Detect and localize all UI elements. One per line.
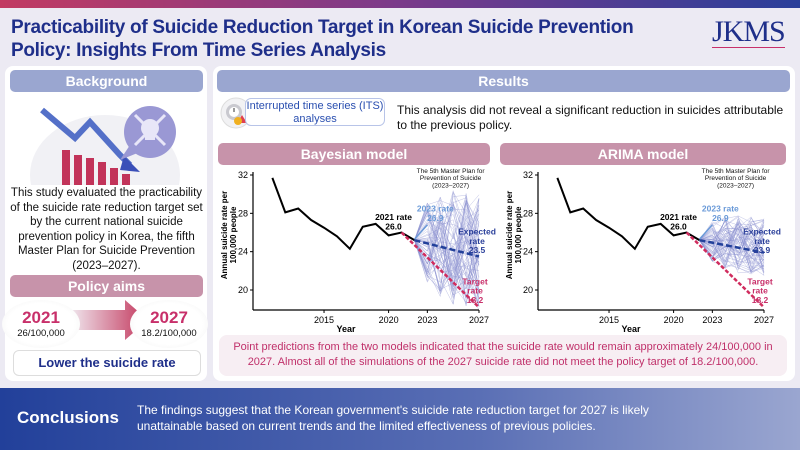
expected-line <box>414 238 480 258</box>
y-tick-label: 28 <box>523 208 533 218</box>
rate-2023-pointer <box>698 224 713 240</box>
simulation-line <box>699 218 765 251</box>
top-gradient-bar <box>0 0 800 8</box>
simulation-line <box>414 222 480 266</box>
annotation-expected-rate: Expected rate 23.5 <box>458 226 496 255</box>
simulation-line <box>699 219 765 257</box>
simulation-line <box>699 225 765 245</box>
annotation-2021-rate: 2021 rate 26.0 <box>660 212 697 231</box>
simulation-line <box>699 215 765 267</box>
its-result-text: This analysis did not reveal a significa… <box>397 103 784 132</box>
simulation-line <box>414 240 480 307</box>
y-axis-label: Annual suicide rate per100,000 people <box>220 191 238 279</box>
simulation-line <box>414 198 480 277</box>
y-tick-label: 24 <box>523 247 533 257</box>
arrow-icon <box>70 300 148 340</box>
y-tick-label: 20 <box>523 285 533 295</box>
declining-chart-skull-icon <box>30 106 180 185</box>
rate-2023-pointer <box>413 224 428 240</box>
simulation-line <box>414 240 480 306</box>
chart-title-bayesian: Bayesian model <box>218 143 490 165</box>
annotation-target-rate: Target rate 18.2 <box>747 276 773 305</box>
x-tick-label: 2015 <box>314 315 334 325</box>
plan-label: The 5th Master Plan for Prevention of Sui… <box>417 168 486 189</box>
simulation-line <box>699 235 765 262</box>
start-year: 2021 <box>22 308 60 327</box>
prediction-summary: Point predictions from the two models in… <box>219 335 787 376</box>
simulation-line <box>699 222 765 261</box>
simulation-line <box>699 221 765 274</box>
annotation-2023-rate: 2023 rate 26.9 <box>702 203 739 222</box>
policy-aims-heading: Policy aims <box>10 275 203 297</box>
y-axis-label: Annual suicide rate per100,000 people <box>505 191 523 279</box>
simulation-line <box>699 227 765 272</box>
its-label: Interrupted time series (ITS) analyses <box>245 98 385 126</box>
x-tick-label: 2027 <box>754 315 774 325</box>
x-tick-label: 2020 <box>379 315 399 325</box>
observed-line <box>271 177 415 251</box>
y-tick-label: 20 <box>238 285 248 295</box>
simulation-line <box>699 230 765 268</box>
x-tick-label: 2015 <box>599 315 619 325</box>
simulation-line <box>699 228 765 264</box>
simulation-line <box>414 208 480 293</box>
expected-line <box>699 238 765 254</box>
clock-gear-alert-icon <box>220 97 252 129</box>
plan-label: The 5th Master Plan for Prevention of Sui… <box>702 168 771 189</box>
target-year: 2027 <box>150 308 188 327</box>
annotation-expected-rate: Expected rate 23.9 <box>743 226 781 255</box>
x-axis-label: Year <box>621 324 641 334</box>
simulation-line <box>414 238 480 292</box>
y-tick-label: 32 <box>238 170 248 180</box>
simulation-line <box>699 229 765 259</box>
background-text: This study evaluated the practicability … <box>10 187 203 272</box>
simulation-line <box>414 206 480 298</box>
target-value: 18.2/100,000 <box>141 328 197 339</box>
start-value: 26/100,000 <box>17 328 65 339</box>
policy-target: 2027 18.2/100,000 <box>130 300 208 348</box>
x-tick-label: 2020 <box>664 315 684 325</box>
policy-start: 2021 26/100,000 <box>2 300 80 348</box>
page-title: Practicability of Suicide Reduction Targ… <box>11 17 634 61</box>
simulation-line <box>699 231 765 254</box>
journal-logo: JKMS <box>712 15 786 48</box>
x-tick-label: 2023 <box>417 315 437 325</box>
simulation-line <box>414 201 480 307</box>
conclusions-band <box>0 388 800 450</box>
arima-chart: 20 24 28 32 2015 2020 2023 2027 Year Annual suici… <box>505 168 781 334</box>
y-tick-label: 24 <box>238 247 248 257</box>
annotation-target-rate: Target rate 18.2 <box>462 276 488 305</box>
x-axis-label: Year <box>336 324 356 334</box>
policy-goal: Lower the suicide rate <box>13 350 201 376</box>
conclusions-text: The findings suggest that the Korean gov… <box>137 403 649 433</box>
simulation-line <box>699 223 765 276</box>
background-heading: Background <box>10 70 203 92</box>
y-tick-label: 28 <box>238 208 248 218</box>
observed-line <box>556 177 700 251</box>
annotation-2023-rate: 2023 rate 26.9 <box>417 203 454 222</box>
chart-title-arima: ARIMA model <box>500 143 786 165</box>
y-tick-label: 32 <box>523 170 533 180</box>
conclusions-heading: Conclusions <box>17 408 120 427</box>
simulation-line <box>414 194 480 306</box>
results-heading: Results <box>217 70 790 92</box>
simulation-line <box>699 221 765 265</box>
x-tick-label: 2027 <box>469 315 489 325</box>
annotation-2021-rate: 2021 rate 26.0 <box>375 212 412 231</box>
bayesian-chart: 20 24 28 32 2015 2020 2023 2027 Year Annual suici… <box>220 168 496 334</box>
simulation-line <box>699 233 765 274</box>
x-tick-label: 2023 <box>702 315 722 325</box>
simulation-line <box>414 198 480 305</box>
simulation-line <box>699 234 765 275</box>
